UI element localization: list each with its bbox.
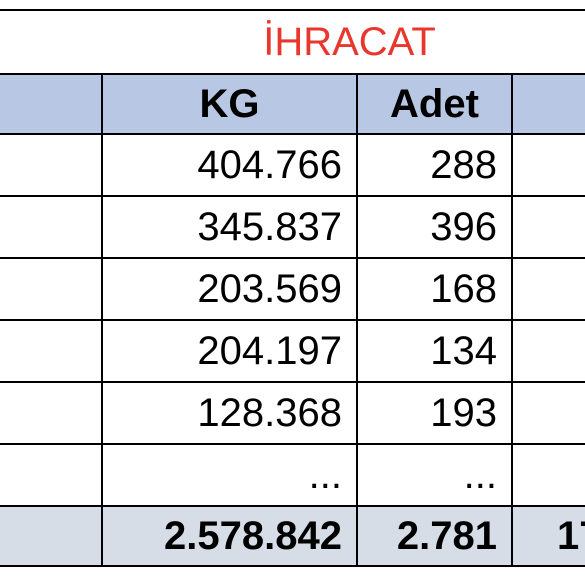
total-extra-cell[interactable]: 17 xyxy=(510,505,585,567)
adet-cell[interactable]: 288 xyxy=(356,133,513,197)
header-cell-label[interactable] xyxy=(0,73,103,135)
label-cell[interactable] xyxy=(0,319,103,383)
extra-cell[interactable]: 2 xyxy=(510,133,585,197)
adet-cell[interactable]: ... xyxy=(356,443,513,507)
extra-cell[interactable]: 2 xyxy=(510,195,585,259)
header-row: KG Adet xyxy=(0,73,585,135)
table-row: 128.368 193 xyxy=(0,381,585,445)
table-row: ... ... xyxy=(0,443,585,507)
total-row: 2.578.842 2.781 17 xyxy=(0,505,585,567)
table-row: 404.766 288 2 xyxy=(0,133,585,197)
table-title[interactable]: İHRACAT xyxy=(0,9,585,75)
table-row: 345.837 396 2 xyxy=(0,195,585,259)
extra-cell[interactable] xyxy=(510,443,585,507)
extra-cell[interactable] xyxy=(510,319,585,383)
header-cell-adet[interactable]: Adet xyxy=(356,73,513,135)
adet-cell[interactable]: 396 xyxy=(356,195,513,259)
label-cell[interactable] xyxy=(0,381,103,445)
title-row: İHRACAT xyxy=(0,9,585,75)
adet-cell[interactable]: 168 xyxy=(356,257,513,321)
total-adet-cell[interactable]: 2.781 xyxy=(356,505,513,567)
kg-cell[interactable]: 404.766 xyxy=(101,133,358,197)
kg-cell[interactable]: 204.197 xyxy=(101,319,358,383)
header-cell-kg[interactable]: KG xyxy=(101,73,358,135)
kg-cell[interactable]: 203.569 xyxy=(101,257,358,321)
total-kg-cell[interactable]: 2.578.842 xyxy=(101,505,358,567)
kg-cell[interactable]: 345.837 xyxy=(101,195,358,259)
export-table: İHRACAT KG Adet 404.766 288 2 345.837 39… xyxy=(0,9,585,567)
label-cell[interactable] xyxy=(0,443,103,507)
extra-cell[interactable] xyxy=(510,257,585,321)
kg-cell[interactable]: 128.368 xyxy=(101,381,358,445)
label-cell[interactable] xyxy=(0,195,103,259)
total-label-cell[interactable] xyxy=(0,505,103,567)
adet-cell[interactable]: 193 xyxy=(356,381,513,445)
table-row: 203.569 168 xyxy=(0,257,585,321)
adet-cell[interactable]: 134 xyxy=(356,319,513,383)
header-cell-extra[interactable] xyxy=(510,73,585,135)
extra-cell[interactable] xyxy=(510,381,585,445)
table-row: 204.197 134 xyxy=(0,319,585,383)
kg-cell[interactable]: ... xyxy=(101,443,358,507)
label-cell[interactable] xyxy=(0,133,103,197)
label-cell[interactable] xyxy=(0,257,103,321)
